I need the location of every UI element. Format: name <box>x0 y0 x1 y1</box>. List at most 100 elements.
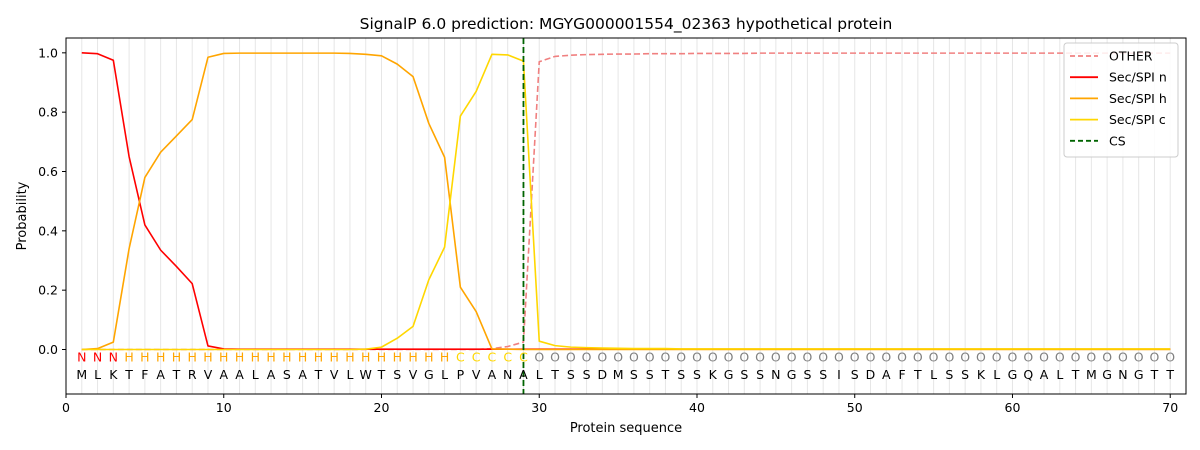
region-label: O <box>597 349 607 364</box>
region-label: O <box>645 349 655 364</box>
residue-label: L <box>346 367 353 382</box>
residue-label: T <box>1150 367 1159 382</box>
vertical-grid <box>81 38 1171 394</box>
region-label: O <box>1086 349 1096 364</box>
region-label: H <box>408 349 417 364</box>
region-label: C <box>472 349 481 364</box>
residue-label: L <box>252 367 259 382</box>
residue-label: T <box>661 367 670 382</box>
residue-label: G <box>724 367 734 382</box>
residue-label: A <box>882 367 891 382</box>
region-label: O <box>566 349 576 364</box>
region-label: O <box>1023 349 1033 364</box>
residue-label: S <box>803 367 811 382</box>
residue-label: L <box>536 367 543 382</box>
region-label: O <box>582 349 592 364</box>
residue-label: S <box>283 367 291 382</box>
residue-label: A <box>1040 367 1049 382</box>
residue-label: V <box>330 367 339 382</box>
y-tick-label: 0.8 <box>38 105 58 120</box>
region-label: O <box>739 349 749 364</box>
y-axis-label: Probability <box>15 181 30 250</box>
legend-label: CS <box>1109 133 1126 148</box>
residue-label: W <box>360 367 372 382</box>
region-label: O <box>944 349 954 364</box>
x-axis-label: Protein sequence <box>570 421 682 436</box>
residue-label: V <box>472 367 481 382</box>
region-label: O <box>881 349 891 364</box>
region-label: O <box>724 349 734 364</box>
residue-label: T <box>913 367 922 382</box>
region-label: O <box>1055 349 1065 364</box>
region-label: O <box>629 349 639 364</box>
residue-label: A <box>519 367 528 382</box>
legend-box <box>1063 42 1179 158</box>
residue-label: T <box>1071 367 1080 382</box>
region-label: O <box>787 349 797 364</box>
residue-label: G <box>1008 367 1018 382</box>
region-label: H <box>440 349 449 364</box>
x-tick-label: 10 <box>216 400 232 415</box>
y-tick-label: 0.2 <box>38 283 58 298</box>
residue-label: S <box>393 367 401 382</box>
region-label: H <box>124 349 133 364</box>
residue-label: S <box>740 367 748 382</box>
region-label: H <box>219 349 228 364</box>
y-axis-ticks: 0.0 0.2 0.4 0.6 0.8 1.0 <box>38 45 66 357</box>
region-label: O <box>992 349 1002 364</box>
residue-label: T <box>124 367 133 382</box>
residue-label: G <box>787 367 797 382</box>
residue-label: T <box>550 367 559 382</box>
residue-label: T <box>314 367 323 382</box>
legend-label: OTHER <box>1109 49 1153 64</box>
residue-label: V <box>204 367 213 382</box>
region-label: O <box>929 349 939 364</box>
residue-label: R <box>188 367 197 382</box>
residue-label: S <box>646 367 654 382</box>
region-label: O <box>960 349 970 364</box>
region-label: H <box>377 349 386 364</box>
region-label: H <box>203 349 212 364</box>
residue-label: S <box>961 367 969 382</box>
residue-label: L <box>94 367 101 382</box>
residue-label: L <box>993 367 1000 382</box>
region-label: O <box>1165 349 1175 364</box>
residue-label: M <box>76 367 87 382</box>
region-label: O <box>692 349 702 364</box>
y-tick-label: 0.6 <box>38 164 58 179</box>
residue-label: A <box>298 367 307 382</box>
x-tick-label: 40 <box>689 400 705 415</box>
legend-label: Sec/SPI n <box>1109 70 1167 85</box>
residue-label: A <box>156 367 165 382</box>
residue-label: Q <box>1023 367 1033 382</box>
series-line-sec-spi-c <box>81 53 1171 351</box>
residue-label: M <box>613 367 624 382</box>
residue-label: G <box>1102 367 1112 382</box>
region-label: H <box>329 349 338 364</box>
residue-label: L <box>441 367 448 382</box>
region-label: H <box>361 349 370 364</box>
legend: OTHER Sec/SPI n Sec/SPI h Sec/SPI c CS <box>1063 42 1179 158</box>
residue-label: I <box>837 367 841 382</box>
sequence-labels: NMNLNKHTHFHAHTHRHVHAHAHLHAHSHAHTHVHLHWHT… <box>76 349 1175 382</box>
residue-label: S <box>851 367 859 382</box>
residue-label: T <box>172 367 181 382</box>
legend-label: Sec/SPI c <box>1109 112 1166 127</box>
region-label: O <box>866 349 876 364</box>
region-label: O <box>1118 349 1128 364</box>
region-label: O <box>1008 349 1018 364</box>
legend-label: Sec/SPI h <box>1109 91 1167 106</box>
residue-label: T <box>1165 367 1174 382</box>
region-label: O <box>850 349 860 364</box>
region-label: O <box>661 349 671 364</box>
residue-label: L <box>930 367 937 382</box>
residue-label: A <box>235 367 244 382</box>
region-label: O <box>976 349 986 364</box>
region-label: C <box>488 349 497 364</box>
residue-label: T <box>377 367 386 382</box>
region-label: O <box>708 349 718 364</box>
residue-label: S <box>945 367 953 382</box>
y-tick-label: 1.0 <box>38 45 58 60</box>
residue-label: S <box>630 367 638 382</box>
region-label: H <box>235 349 244 364</box>
